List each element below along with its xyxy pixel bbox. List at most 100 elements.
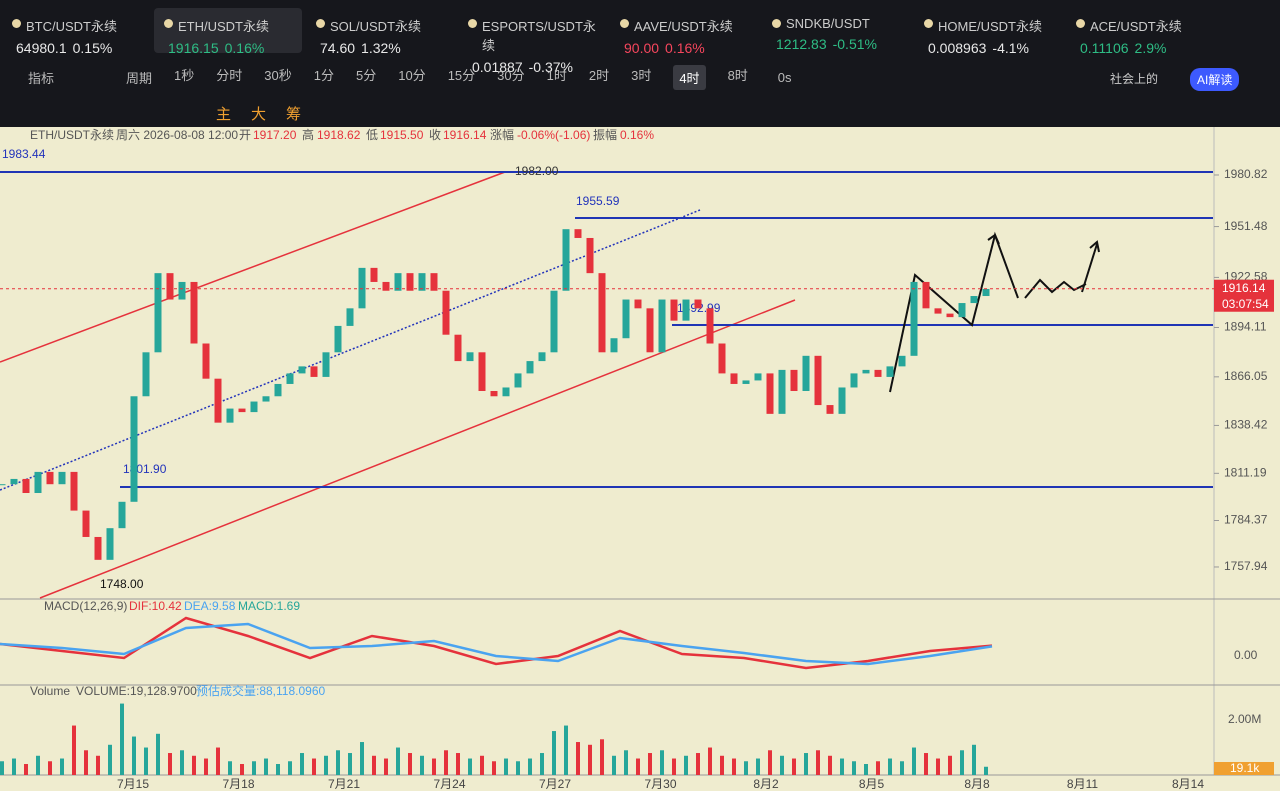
candle	[0, 484, 6, 486]
channel-line	[39, 299, 796, 599]
volume-bar	[252, 761, 256, 775]
info-time: 周六 2026-08-08 12:00	[116, 128, 238, 142]
volume-bar	[360, 742, 364, 775]
candle	[946, 313, 954, 318]
info-value: 0.16%	[620, 128, 654, 142]
ticker[interactable]: SNDKB/USDT 1212.83 -0.51%	[762, 8, 910, 53]
volume-bar	[828, 755, 832, 775]
candle	[34, 471, 42, 494]
info-label: 低	[366, 128, 378, 142]
ticker[interactable]: ACE/USDT永续 0.11106 2.9%	[1066, 8, 1214, 56]
ticker[interactable]: BTC/USDT永续 64980.1 0.15%	[2, 8, 150, 56]
candle	[214, 378, 222, 423]
macd-value: MACD:1.69	[238, 599, 300, 613]
ticker-change: 0.15%	[72, 40, 113, 56]
y-tick-label: 1757.94	[1224, 559, 1268, 573]
x-tick-label: 8月5	[859, 777, 885, 791]
interval[interactable]: 1时	[546, 67, 567, 83]
ticker-price: 90.00	[624, 40, 660, 56]
interval[interactable]: 5分	[355, 67, 377, 83]
ticker[interactable]: HOME/USDT永续 0.008963 -4.1%	[914, 8, 1062, 56]
volume-title: Volume	[30, 684, 70, 698]
info-value: 1915.50	[380, 128, 424, 142]
candle	[442, 290, 450, 335]
ticker-change: 0.16%	[224, 40, 265, 56]
candle	[730, 373, 738, 384]
candle	[670, 299, 678, 321]
volume-bar	[72, 725, 76, 775]
volume-bar	[108, 744, 112, 775]
volume-bar	[864, 764, 868, 775]
candle	[46, 471, 54, 485]
info-value: 1918.62	[317, 128, 361, 142]
x-tick-label: 7月18	[222, 777, 254, 791]
interval[interactable]: 15分	[447, 67, 476, 83]
volume-bar	[732, 758, 736, 775]
x-tick-label: 7月27	[539, 777, 571, 791]
channel-line	[0, 171, 506, 363]
ticker-change: 0.16%	[665, 40, 705, 56]
candle	[874, 369, 882, 377]
interval[interactable]: 3时	[631, 67, 652, 83]
volume-bar	[936, 758, 940, 775]
candle	[190, 281, 198, 344]
candle	[238, 408, 246, 413]
volume-bar	[492, 761, 496, 775]
chart-bg	[0, 127, 1280, 791]
volume-bar	[84, 750, 88, 775]
interval[interactable]: 10分	[398, 67, 426, 83]
interval[interactable]: 30秒	[264, 67, 292, 83]
ai-button[interactable]: AI解读	[1190, 68, 1240, 91]
interval[interactable]: 分时	[216, 67, 243, 83]
interval[interactable]: 4时	[673, 64, 706, 90]
volume-bar	[240, 764, 244, 775]
social[interactable]: 社会上的	[1110, 72, 1159, 86]
volume-bar	[0, 761, 4, 775]
countdown[interactable]: 0s	[777, 69, 792, 85]
volume-bar	[384, 758, 388, 775]
indicator[interactable]: 指标	[28, 70, 55, 86]
volume-bar	[288, 761, 292, 775]
info-value: -0.06%(-1.06)	[517, 128, 590, 142]
candle	[802, 355, 810, 391]
ticker[interactable]: AAVE/USDT永续 90.00 0.16%	[610, 8, 758, 56]
volume-bar	[168, 753, 172, 775]
volume-bar	[624, 750, 628, 775]
candle	[634, 299, 642, 309]
volume-bar	[264, 758, 268, 775]
volume-bar	[888, 758, 892, 775]
interval[interactable]: 8时	[727, 67, 748, 83]
volume-bar	[504, 758, 508, 775]
volume-bar	[480, 755, 484, 775]
ticker-name: ACE/USDT永续	[1076, 16, 1214, 35]
info-value: 1917.20	[253, 128, 297, 142]
tool-chips[interactable]: 筹	[286, 106, 302, 123]
interval[interactable]: 1秒	[174, 67, 195, 83]
ticker[interactable]: ETH/USDT永续 1916.15 0.16%	[154, 8, 302, 56]
ticker-quote: 90.00 0.16%	[624, 40, 758, 56]
volume-bar	[156, 733, 160, 775]
forecast-arrow	[889, 231, 1019, 393]
ticker-price: 0.008963	[928, 40, 987, 56]
interval[interactable]: 30分	[497, 67, 525, 83]
volume-bar	[768, 750, 772, 775]
interval[interactable]: 1分	[313, 67, 334, 83]
tool-main[interactable]: 主	[216, 106, 232, 123]
volume-bar	[216, 747, 220, 775]
period[interactable]: 周期	[126, 70, 153, 86]
ticker-quote: 0.008963 -4.1%	[928, 40, 1062, 56]
candle	[526, 361, 534, 374]
volume-bar	[540, 753, 544, 775]
candle	[550, 290, 558, 353]
candle	[658, 299, 666, 353]
volume-bar	[120, 703, 124, 775]
ticker[interactable]: SOL/USDT永续 74.60 1.32%	[306, 8, 454, 56]
ticker[interactable]: ESPORTS/USDT永续 0.01887 -0.37%	[458, 8, 606, 75]
volume-bar	[204, 758, 208, 775]
tool-big[interactable]: 大	[251, 106, 267, 123]
volume-bar	[372, 755, 376, 775]
volume-bar	[528, 758, 532, 775]
interval[interactable]: 2时	[588, 67, 610, 83]
chart: 1983.44 1982.00 1955.59 1892.99 1801.90 …	[0, 127, 1280, 791]
